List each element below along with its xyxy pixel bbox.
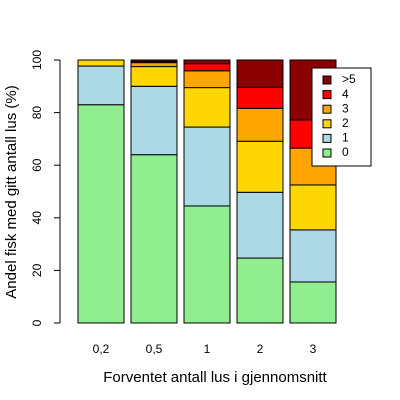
bar-segment: [77, 65, 125, 106]
bar-segment: [130, 85, 178, 156]
bar-segment: [236, 107, 284, 142]
y-tick-label: 60: [30, 158, 44, 172]
x-tick-label: 0,5: [146, 342, 163, 356]
bar-segment: [236, 140, 284, 193]
y-tick-label: 100: [30, 50, 44, 70]
bar-segment: [289, 184, 337, 231]
legend-swatch: [322, 75, 332, 85]
y-tick-label: 40: [30, 211, 44, 225]
bar-segment: [183, 59, 231, 65]
bar-segment: [77, 104, 125, 324]
legend-swatch: [322, 133, 332, 143]
legend-label: 1: [342, 131, 349, 145]
x-tick-label: 1: [204, 342, 211, 356]
bar-segment: [183, 205, 231, 324]
legend-box: [311, 67, 372, 167]
bar-segment: [77, 59, 125, 67]
bar-segment: [183, 70, 231, 89]
legend-swatch: [322, 119, 332, 129]
bar-segment: [236, 191, 284, 259]
bar-segment: [236, 59, 284, 88]
bar-segment: [130, 66, 178, 87]
bar-segment: [130, 59, 178, 62]
bar-segment: [130, 62, 178, 68]
legend-label: 2: [342, 116, 349, 130]
x-tick-label: 3: [310, 342, 317, 356]
bar-segment: [130, 154, 178, 324]
x-tick-label: 0,2: [93, 342, 110, 356]
x-tick-label: 2: [257, 342, 264, 356]
bar-segment: [236, 257, 284, 324]
bar-segment: [183, 126, 231, 207]
bar-segment: [183, 63, 231, 72]
legend-label: 4: [342, 87, 349, 101]
legend-label: 0: [342, 145, 349, 159]
legend-swatch: [322, 148, 332, 158]
legend-swatch: [322, 90, 332, 100]
y-tick-label: 80: [30, 106, 44, 120]
y-tick-label: 0: [30, 319, 44, 326]
bar-segment: [289, 281, 337, 324]
legend-label: 3: [342, 101, 349, 115]
legend-label: >5: [342, 72, 356, 86]
bar-segment: [236, 86, 284, 109]
x-axis-title: Forventet antall lus i gjennomsnitt: [103, 369, 327, 386]
legend-swatch: [322, 104, 332, 114]
y-tick-label: 20: [30, 263, 44, 277]
bar-segment: [183, 87, 231, 128]
bar-segment: [289, 229, 337, 283]
y-axis-title: Andel fisk med gitt antall lus (%): [3, 85, 20, 298]
